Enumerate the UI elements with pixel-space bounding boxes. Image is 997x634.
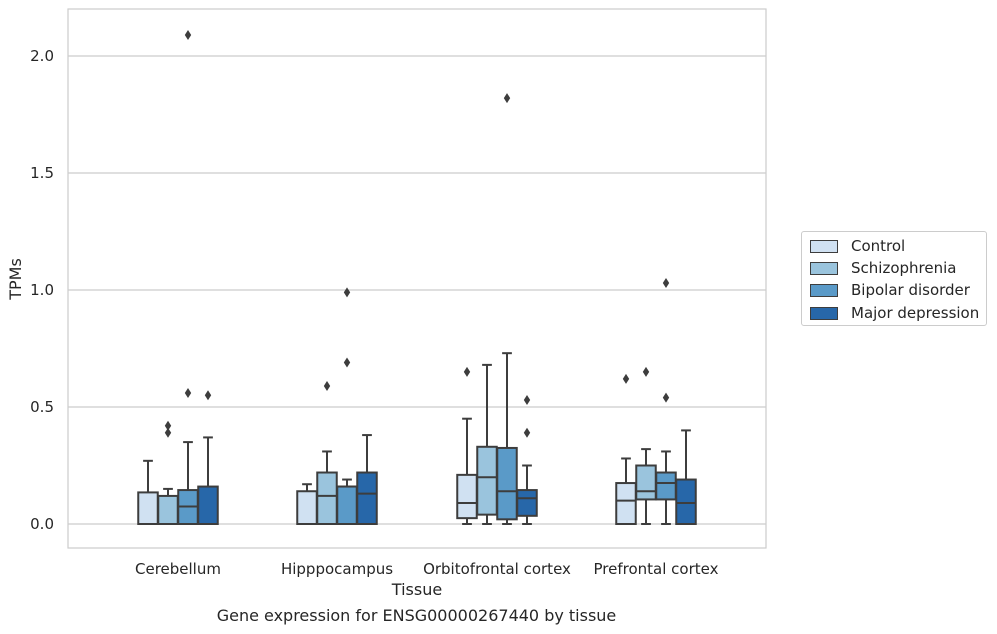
- box-cerebellum-bipolar-disorder: [177, 29, 199, 526]
- x-tick-label: Hipppocampus: [281, 560, 393, 578]
- box-orbitofrontal-cortex-control: [456, 366, 478, 525]
- legend-item: Major depression: [810, 303, 979, 323]
- y-tick-label: 1.0: [30, 281, 54, 299]
- box-body: [655, 471, 677, 501]
- box-hipppocampus-major-depression: [356, 434, 378, 525]
- box-orbitofrontal-cortex-major-depression: [516, 394, 538, 525]
- legend-swatch: [810, 306, 838, 320]
- outlier-point: [164, 427, 172, 438]
- box-body: [137, 491, 159, 526]
- outlier-point: [323, 380, 331, 391]
- box-body: [296, 490, 318, 525]
- legend-swatch: [810, 261, 838, 275]
- box-orbitofrontal-cortex-bipolar-disorder: [496, 93, 518, 525]
- legend-label: Control: [851, 237, 906, 255]
- box-prefrontal-cortex-control: [615, 373, 637, 525]
- outlier-point: [164, 420, 172, 431]
- box-body: [316, 471, 338, 525]
- outlier-point: [503, 93, 511, 104]
- x-tick-label: Orbitofrontal cortex: [423, 560, 571, 578]
- box-hipppocampus-bipolar-disorder: [336, 287, 358, 525]
- legend-swatch: [810, 283, 838, 297]
- y-axis-label: TPMs: [6, 258, 25, 301]
- y-tick-label: 1.5: [30, 164, 54, 182]
- x-tick-label: Cerebellum: [135, 560, 221, 578]
- box-body: [675, 478, 697, 526]
- box-body: [336, 485, 358, 525]
- outlier-point: [622, 373, 630, 384]
- y-tick-label: 2.0: [30, 47, 54, 65]
- box-body: [456, 473, 478, 520]
- legend-label: Major depression: [851, 304, 980, 322]
- box-prefrontal-cortex-major-depression: [675, 429, 697, 526]
- outlier-point: [523, 427, 531, 438]
- figure-caption: Gene expression for ENSG00000267440 by t…: [216, 606, 617, 625]
- box-orbitofrontal-cortex-schizophrenia: [476, 363, 498, 525]
- legend-item: Bipolar disorder: [810, 280, 970, 300]
- legend: Control Schizophrenia Bipolar disorder Majo…: [801, 231, 987, 326]
- outlier-point: [343, 357, 351, 368]
- outlier-point: [662, 277, 670, 288]
- box-hipppocampus-control: [296, 483, 318, 525]
- box-prefrontal-cortex-bipolar-disorder: [655, 277, 677, 525]
- box-prefrontal-cortex-schizophrenia: [635, 366, 657, 525]
- box-body: [197, 485, 219, 525]
- box-body: [356, 471, 378, 525]
- plot-frame: [67, 8, 767, 549]
- legend-label: Schizophrenia: [851, 259, 957, 277]
- box-body: [476, 445, 498, 516]
- outlier-point: [204, 390, 212, 401]
- outlier-point: [642, 366, 650, 377]
- box-hipppocampus-schizophrenia: [316, 380, 338, 525]
- legend-item: Schizophrenia: [810, 258, 956, 278]
- box-cerebellum-schizophrenia: [157, 420, 179, 526]
- box-cerebellum-control: [137, 459, 159, 526]
- legend-label: Bipolar disorder: [851, 281, 970, 299]
- y-tick-label: 0.5: [30, 398, 54, 416]
- outlier-point: [184, 29, 192, 40]
- box-cerebellum-major-depression: [197, 390, 219, 525]
- outlier-point: [343, 287, 351, 298]
- box-body: [516, 489, 538, 517]
- y-tick-label: 0.0: [30, 515, 54, 533]
- box-groups: [137, 29, 697, 526]
- box-body: [157, 494, 179, 526]
- box-body: [615, 482, 637, 525]
- grid-lines: [68, 55, 766, 525]
- outlier-point: [662, 392, 670, 403]
- x-axis-label: Tissue: [391, 580, 442, 599]
- outlier-point: [463, 366, 471, 377]
- box-body: [496, 446, 518, 521]
- outlier-point: [184, 387, 192, 398]
- x-tick-labels: Cerebellum Hipppocampus Orbitofrontal cort…: [135, 560, 719, 578]
- y-tick-labels: 0.0 0.5 1.0 1.5 2.0: [30, 47, 54, 533]
- legend-item: Control: [810, 236, 905, 256]
- legend-swatch: [810, 239, 838, 253]
- x-tick-label: Prefrontal cortex: [594, 560, 719, 578]
- outlier-point: [523, 394, 531, 405]
- box-body: [635, 464, 657, 501]
